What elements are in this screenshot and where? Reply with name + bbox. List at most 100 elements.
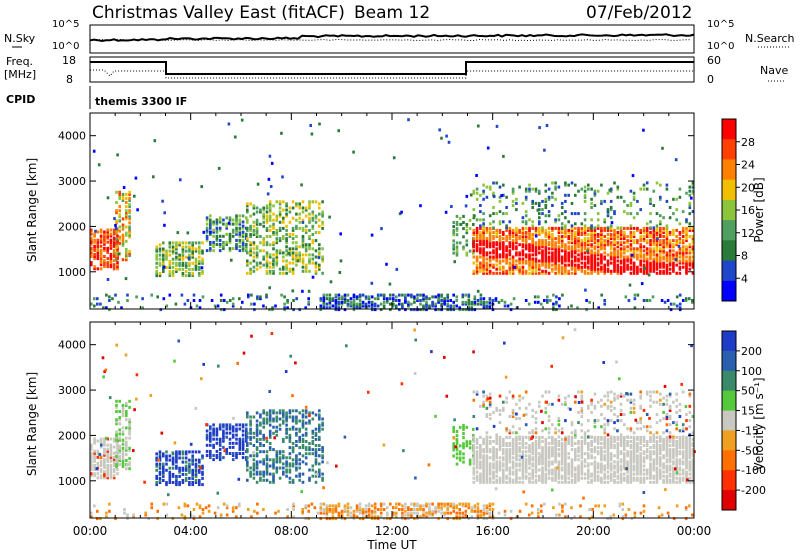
data-cell bbox=[584, 452, 587, 455]
data-cell bbox=[571, 479, 574, 482]
data-cell bbox=[571, 212, 574, 215]
data-cell bbox=[626, 239, 629, 242]
data-cell bbox=[617, 231, 620, 234]
data-cell bbox=[689, 202, 692, 205]
data-cell bbox=[185, 270, 188, 273]
data-cell bbox=[505, 448, 508, 451]
data-cell bbox=[545, 270, 548, 273]
data-cell bbox=[649, 446, 652, 449]
data-cell bbox=[620, 260, 623, 263]
data-cell bbox=[571, 202, 574, 205]
data-cell bbox=[249, 467, 252, 470]
data-cell bbox=[571, 224, 574, 227]
data-cell bbox=[558, 214, 561, 217]
data-cell bbox=[531, 469, 534, 472]
data-cell bbox=[492, 226, 495, 229]
data-cell bbox=[482, 190, 485, 193]
data-cell bbox=[603, 218, 606, 221]
data-cell bbox=[253, 416, 256, 419]
data-cell bbox=[222, 223, 225, 226]
data-cell bbox=[172, 241, 175, 244]
data-cell bbox=[626, 440, 629, 443]
data-cell bbox=[456, 452, 459, 455]
data-cell bbox=[269, 155, 272, 158]
data-cell bbox=[476, 227, 479, 230]
data-cell bbox=[646, 469, 649, 472]
nsearch-tick-high: 10^5 bbox=[707, 19, 734, 30]
data-cell bbox=[685, 218, 688, 221]
data-cell bbox=[564, 216, 567, 219]
data-cell bbox=[689, 212, 692, 215]
data-cell bbox=[425, 301, 428, 304]
data-cell bbox=[383, 294, 386, 297]
data-cell bbox=[249, 428, 252, 431]
data-cell bbox=[499, 266, 502, 269]
data-cell bbox=[610, 200, 613, 203]
data-cell bbox=[525, 214, 528, 217]
data-cell bbox=[584, 473, 587, 476]
data-cell bbox=[479, 204, 482, 207]
data-cell bbox=[590, 218, 593, 221]
data-cell bbox=[229, 438, 232, 441]
data-cell bbox=[477, 290, 480, 293]
data-cell bbox=[315, 231, 318, 234]
data-cell bbox=[413, 295, 416, 298]
data-cell bbox=[512, 479, 515, 482]
data-cell bbox=[551, 460, 554, 463]
data-cell bbox=[492, 471, 495, 474]
data-cell bbox=[455, 305, 458, 308]
data-cell bbox=[434, 295, 437, 298]
data-cell bbox=[298, 245, 301, 248]
data-cell bbox=[679, 196, 682, 199]
data-cell bbox=[472, 223, 475, 226]
data-cell bbox=[271, 162, 274, 165]
data-cell bbox=[476, 188, 479, 191]
data-cell bbox=[245, 243, 248, 246]
data-cell bbox=[262, 221, 265, 224]
data-cell bbox=[292, 251, 295, 254]
data-cell bbox=[326, 297, 329, 300]
data-cell bbox=[177, 231, 180, 234]
data-cell bbox=[666, 264, 669, 267]
data-cell bbox=[93, 297, 96, 300]
data-cell bbox=[685, 260, 688, 263]
data-cell bbox=[280, 294, 283, 297]
data-cell bbox=[329, 297, 332, 300]
data-cell bbox=[209, 247, 212, 250]
data-cell bbox=[574, 227, 577, 230]
data-cell bbox=[401, 303, 404, 306]
data-cell bbox=[282, 462, 285, 465]
freq-panel: Freq. [MHz] 18 8 60 0 Nave bbox=[4, 54, 788, 86]
data-cell bbox=[298, 420, 301, 423]
data-cell bbox=[646, 247, 649, 250]
data-cell bbox=[266, 204, 269, 207]
data-cell bbox=[315, 262, 318, 265]
data-cell bbox=[623, 477, 626, 480]
data-cell bbox=[188, 262, 191, 265]
data-cell bbox=[246, 432, 249, 435]
data-cell bbox=[159, 258, 162, 261]
data-cell bbox=[489, 270, 492, 273]
data-cell bbox=[245, 428, 248, 431]
data-cell bbox=[219, 448, 222, 451]
data-cell bbox=[482, 212, 485, 215]
data-cell bbox=[617, 475, 620, 478]
data-cell bbox=[118, 252, 121, 255]
data-cell bbox=[209, 231, 212, 234]
data-cell bbox=[169, 459, 172, 462]
data-cell bbox=[456, 246, 459, 249]
data-cell bbox=[239, 438, 242, 441]
data-cell bbox=[302, 266, 305, 269]
data-cell bbox=[256, 481, 259, 484]
data-cell bbox=[249, 420, 252, 423]
data-cell bbox=[232, 434, 235, 437]
data-cell bbox=[538, 126, 541, 129]
data-cell bbox=[495, 182, 498, 185]
data-cell bbox=[155, 469, 158, 472]
data-cell bbox=[509, 477, 512, 480]
data-cell bbox=[469, 250, 472, 253]
data-cell bbox=[639, 243, 642, 246]
data-cell bbox=[486, 196, 489, 199]
nsearch-series bbox=[90, 40, 690, 41]
data-cell bbox=[567, 245, 570, 248]
